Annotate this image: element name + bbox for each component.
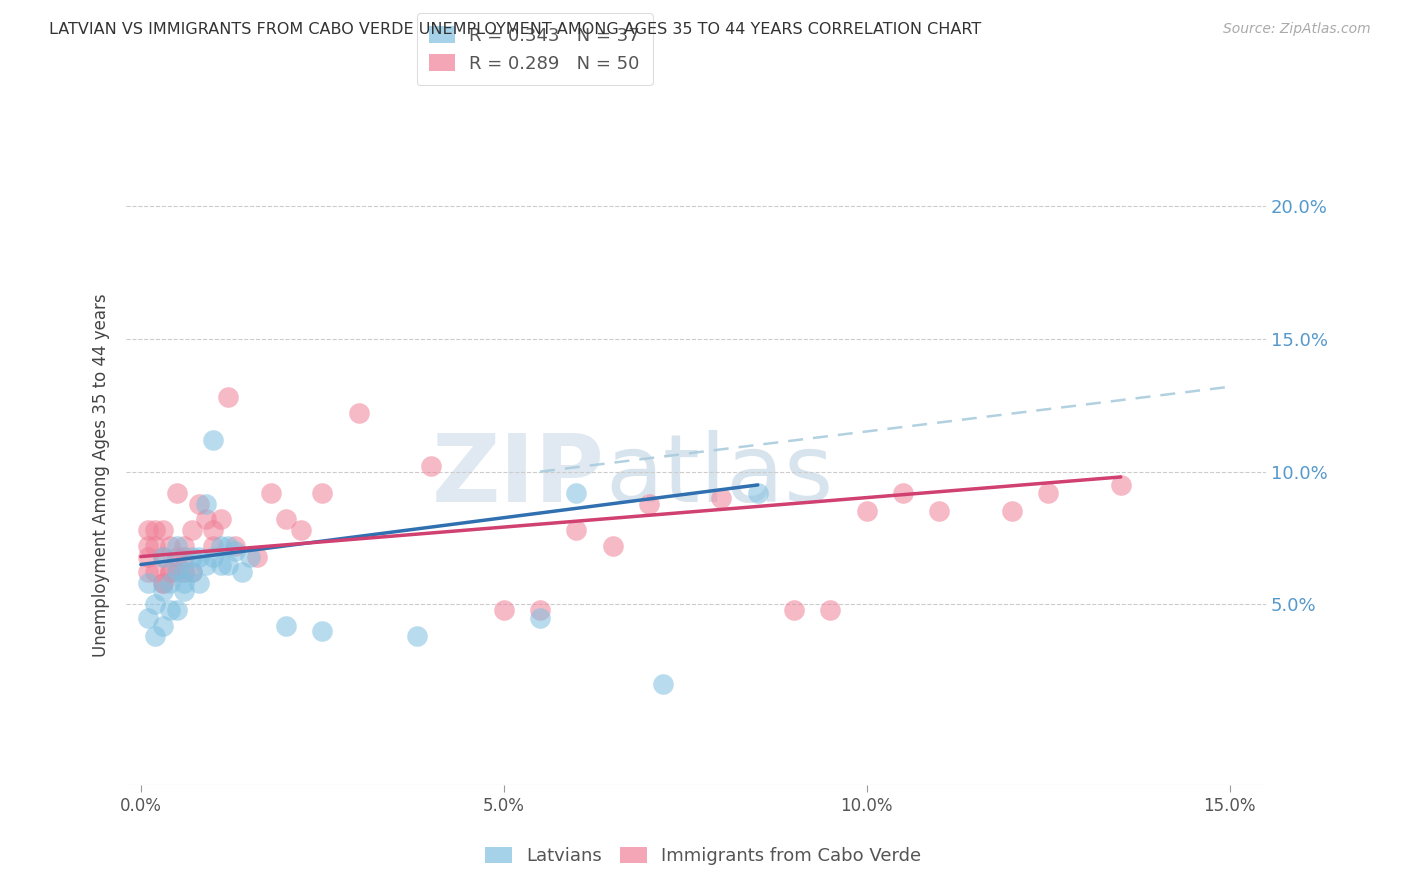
Point xyxy=(209,558,232,572)
Point xyxy=(143,597,166,611)
Point xyxy=(347,406,370,420)
Point xyxy=(195,512,218,526)
Point xyxy=(136,566,159,580)
Point xyxy=(136,576,159,591)
Point xyxy=(173,549,195,564)
Point xyxy=(173,539,195,553)
Point xyxy=(710,491,733,506)
Point xyxy=(217,539,239,553)
Point xyxy=(173,584,195,599)
Text: Source: ZipAtlas.com: Source: ZipAtlas.com xyxy=(1223,22,1371,37)
Point xyxy=(420,459,443,474)
Point xyxy=(143,566,166,580)
Point xyxy=(565,523,588,537)
Point xyxy=(311,624,333,638)
Point xyxy=(1109,478,1132,492)
Point xyxy=(217,558,239,572)
Point xyxy=(166,486,188,500)
Point xyxy=(246,549,269,564)
Point xyxy=(166,539,188,553)
Point xyxy=(166,563,188,577)
Point xyxy=(224,544,246,558)
Point xyxy=(195,496,218,510)
Point xyxy=(152,549,174,564)
Point xyxy=(166,602,188,616)
Point xyxy=(202,523,225,537)
Point xyxy=(159,566,181,580)
Point xyxy=(159,602,181,616)
Point xyxy=(311,486,333,500)
Point xyxy=(529,610,551,624)
Point xyxy=(602,539,624,553)
Point xyxy=(274,618,297,632)
Point xyxy=(152,576,174,591)
Point xyxy=(1036,486,1059,500)
Point xyxy=(783,602,806,616)
Point xyxy=(180,523,202,537)
Point xyxy=(492,602,515,616)
Legend: Latvians, Immigrants from Cabo Verde: Latvians, Immigrants from Cabo Verde xyxy=(477,839,929,872)
Point xyxy=(136,523,159,537)
Point xyxy=(143,629,166,643)
Text: ZIP: ZIP xyxy=(432,430,605,522)
Point xyxy=(217,390,239,404)
Point xyxy=(159,539,181,553)
Point xyxy=(187,496,209,510)
Point xyxy=(180,566,202,580)
Point xyxy=(173,566,195,580)
Point xyxy=(274,512,297,526)
Point xyxy=(166,549,188,564)
Point xyxy=(195,558,218,572)
Point xyxy=(166,566,188,580)
Point xyxy=(159,566,181,580)
Point xyxy=(152,584,174,599)
Point xyxy=(180,566,202,580)
Point xyxy=(209,539,232,553)
Point xyxy=(747,486,769,500)
Point xyxy=(891,486,914,500)
Point xyxy=(224,539,246,553)
Point xyxy=(209,512,232,526)
Point xyxy=(529,602,551,616)
Point xyxy=(152,549,174,564)
Point xyxy=(152,618,174,632)
Point xyxy=(187,576,209,591)
Point xyxy=(136,549,159,564)
Point xyxy=(1001,504,1024,518)
Point xyxy=(136,539,159,553)
Point xyxy=(152,576,174,591)
Point xyxy=(231,566,253,580)
Point xyxy=(928,504,950,518)
Text: LATVIAN VS IMMIGRANTS FROM CABO VERDE UNEMPLOYMENT AMONG AGES 35 TO 44 YEARS COR: LATVIAN VS IMMIGRANTS FROM CABO VERDE UN… xyxy=(49,22,981,37)
Point xyxy=(405,629,427,643)
Point xyxy=(159,576,181,591)
Point xyxy=(180,549,202,564)
Point xyxy=(855,504,877,518)
Point xyxy=(638,496,661,510)
Point xyxy=(202,539,225,553)
Point xyxy=(152,523,174,537)
Point xyxy=(260,486,283,500)
Point xyxy=(290,523,312,537)
Point xyxy=(187,549,209,564)
Point xyxy=(143,539,166,553)
Point xyxy=(652,677,675,691)
Point xyxy=(173,566,195,580)
Point xyxy=(820,602,842,616)
Point xyxy=(202,433,225,447)
Point xyxy=(143,523,166,537)
Point xyxy=(173,576,195,591)
Point xyxy=(565,486,588,500)
Point xyxy=(202,549,225,564)
Point xyxy=(136,610,159,624)
Point xyxy=(239,549,262,564)
Y-axis label: Unemployment Among Ages 35 to 44 years: Unemployment Among Ages 35 to 44 years xyxy=(93,293,110,657)
Legend: R = 0.343   N = 37, R = 0.289   N = 50: R = 0.343 N = 37, R = 0.289 N = 50 xyxy=(416,13,652,86)
Text: atlas: atlas xyxy=(605,430,834,522)
